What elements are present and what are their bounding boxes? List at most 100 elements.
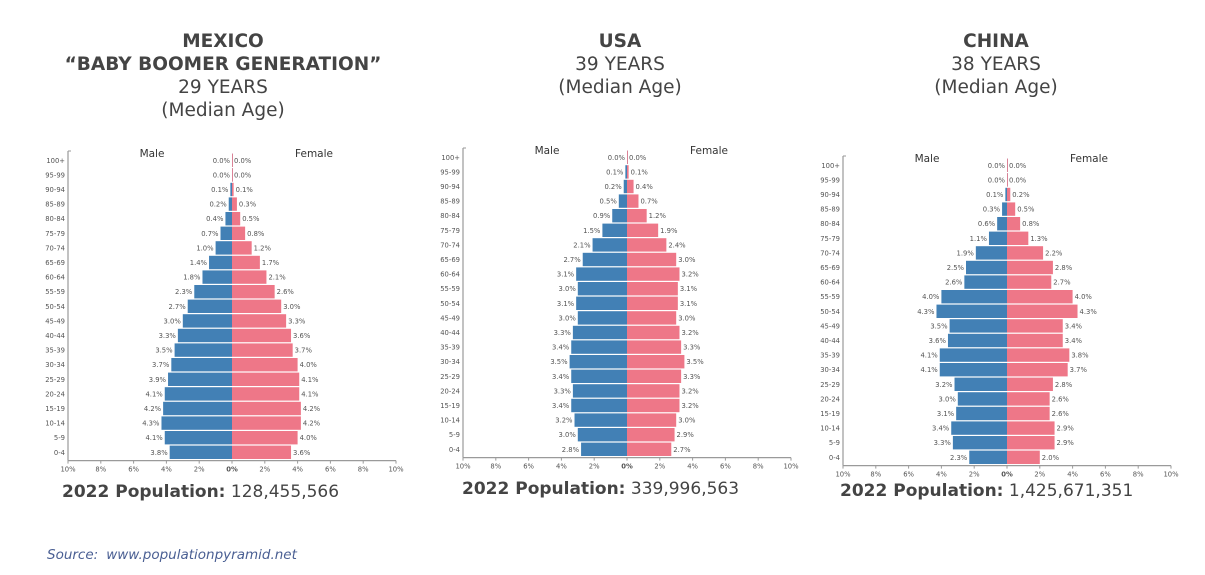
male-value-label: 0.4%: [206, 215, 224, 223]
female-bar: [232, 431, 298, 445]
male-bar: [582, 252, 627, 267]
female-bar: [1007, 217, 1021, 231]
male-bar: [572, 325, 627, 340]
male-bar: [612, 209, 627, 223]
mexico-title: MEXICO “BABY BOOMER GENERATION” 29 YEARS…: [33, 30, 413, 122]
male-bar: [581, 442, 627, 456]
x-tick-label: 10%: [783, 463, 799, 471]
female-value-label: 3.6%: [293, 449, 311, 457]
age-group-label: 10-14: [45, 420, 65, 428]
female-value-label: 4.2%: [303, 405, 321, 413]
male-bar: [618, 194, 627, 208]
female-value-label: 4.2%: [303, 420, 321, 428]
male-value-label: 1.8%: [183, 274, 201, 282]
country-name: USA: [598, 31, 642, 52]
x-tick-label: 4%: [687, 463, 698, 471]
female-bar: [627, 296, 678, 310]
male-value-label: 0.0%: [988, 162, 1006, 170]
male-value-label: 4.2%: [144, 405, 162, 413]
x-tick-label: 8%: [870, 471, 881, 479]
age-group-label: 75-79: [440, 227, 460, 235]
x-tick-label: 10%: [388, 466, 404, 474]
male-value-label: 3.0%: [164, 317, 182, 325]
male-bar: [949, 319, 1007, 333]
age-group-label: 100+: [821, 162, 840, 170]
age-group-label: 45-49: [45, 317, 65, 325]
age-group-label: 55-59: [45, 288, 65, 296]
x-tick-label: 10%: [455, 463, 471, 471]
female-bar: [627, 325, 680, 340]
female-value-label: 2.1%: [268, 274, 286, 282]
female-bar: [627, 267, 680, 281]
male-bar: [988, 231, 1007, 245]
age-group-label: 35-39: [440, 344, 460, 352]
female-value-label: 0.4%: [636, 183, 654, 191]
country-name: CHINA: [963, 31, 1029, 52]
female-bar: [232, 270, 267, 284]
age-group-label: 0-4: [449, 446, 460, 454]
female-value-label: 3.0%: [678, 417, 696, 425]
source-link[interactable]: www.populationpyramid.net: [106, 547, 297, 563]
age-group-label: 65-69: [45, 259, 65, 267]
age-group-label: 15-19: [45, 405, 65, 413]
female-bar: [627, 252, 677, 267]
age-group-label: 25-29: [820, 381, 840, 389]
female-bar: [627, 223, 659, 237]
female-value-label: 0.1%: [631, 168, 649, 176]
age-group-label: 0-4: [829, 454, 840, 462]
age-group-label: 70-74: [440, 241, 460, 249]
male-bar: [1002, 202, 1007, 216]
male-value-label: 4.1%: [920, 366, 938, 374]
male-bar: [569, 355, 627, 369]
female-value-label: 2.6%: [277, 288, 295, 296]
age-group-label: 10-14: [820, 425, 840, 433]
x-tick-label: 0%: [1001, 471, 1013, 479]
x-tick-label: 4%: [292, 466, 303, 474]
usa-panel: USA 39 YEARS (Median Age) Male Female 100+…: [435, 0, 815, 575]
female-bar: [232, 285, 275, 299]
male-bar: [975, 246, 1007, 260]
male-value-label: 0.2%: [604, 183, 622, 191]
male-value-label: 1.0%: [196, 244, 214, 252]
female-bar: [232, 241, 252, 255]
female-bar: [1007, 436, 1055, 450]
female-value-label: 3.3%: [288, 317, 306, 325]
female-value-label: 0.0%: [1009, 176, 1027, 184]
age-group-label: 30-34: [820, 366, 840, 374]
female-bar: [1007, 231, 1029, 245]
x-tick-label: 0%: [226, 466, 238, 474]
male-bar: [576, 296, 627, 310]
female-value-label: 2.6%: [1052, 410, 1070, 418]
female-value-label: 0.7%: [640, 198, 658, 206]
female-bar: [1007, 304, 1078, 318]
female-bar: [1007, 392, 1050, 406]
male-value-label: 3.6%: [929, 337, 947, 345]
female-bar: [232, 416, 301, 430]
male-value-label: 3.3%: [554, 329, 572, 337]
female-bar: [232, 182, 234, 197]
age-group-label: 55-59: [820, 293, 840, 301]
male-value-label: 3.5%: [930, 322, 948, 330]
age-group-label: 90-94: [440, 183, 460, 191]
female-value-label: 3.8%: [1071, 352, 1089, 360]
age-group-label: 5-9: [449, 431, 460, 439]
female-bar: [627, 150, 628, 164]
male-bar: [571, 398, 627, 413]
age-group-label: 0-4: [54, 449, 65, 457]
age-group-label: 95-99: [45, 171, 65, 179]
male-bar: [171, 358, 232, 372]
male-value-label: 0.9%: [593, 212, 611, 220]
population-value: 128,455,566: [230, 482, 340, 502]
female-value-label: 1.3%: [1030, 235, 1048, 243]
male-bar: [577, 282, 627, 296]
x-tick-label: 6%: [1100, 471, 1111, 479]
subtitle: “BABY BOOMER GENERATION”: [64, 54, 382, 75]
male-value-label: 3.4%: [552, 344, 570, 352]
male-bar: [194, 285, 232, 299]
age-group-label: 50-54: [820, 308, 840, 316]
age-group-label: 95-99: [440, 168, 460, 176]
male-bar: [161, 416, 232, 430]
male-value-label: 3.3%: [159, 332, 177, 340]
male-bar: [966, 260, 1007, 275]
